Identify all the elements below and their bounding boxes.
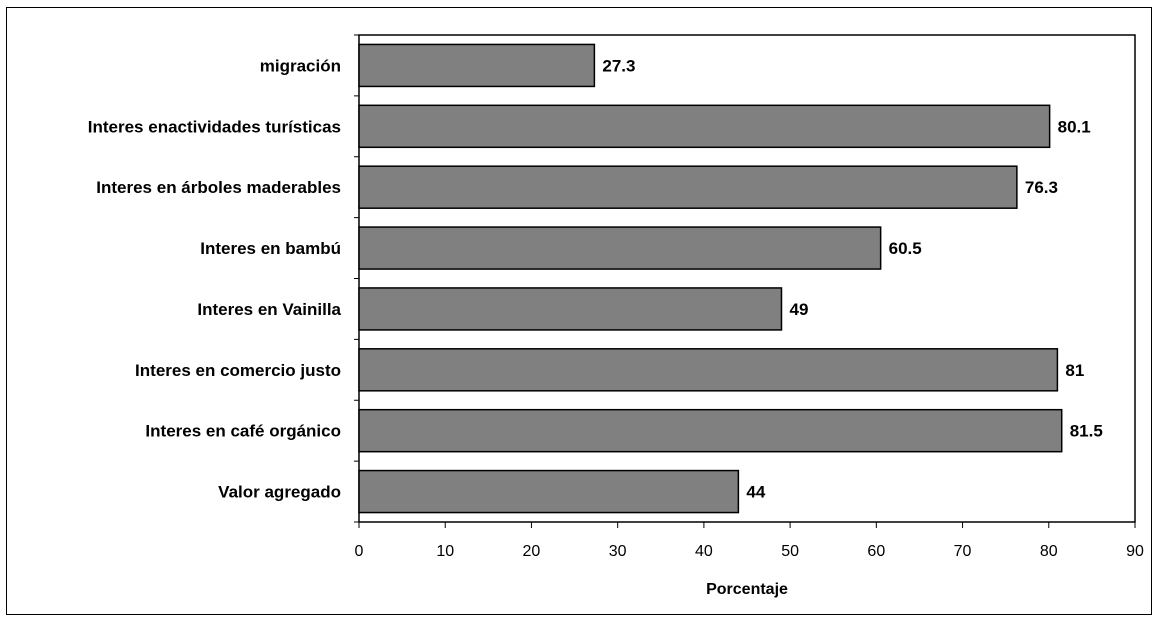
x-tick-label: 80 xyxy=(1040,543,1058,560)
category-label: migración xyxy=(260,56,341,75)
x-tick-label: 30 xyxy=(609,543,627,560)
bars xyxy=(358,43,1063,514)
bar xyxy=(358,104,1051,149)
category-label: Interes en árboles maderables xyxy=(96,178,341,197)
bar xyxy=(358,469,740,514)
value-label: 81 xyxy=(1065,361,1084,380)
category-label: Interes en comercio justo xyxy=(135,361,341,380)
value-label: 49 xyxy=(789,300,808,319)
category-label: Valor agregado xyxy=(218,483,341,502)
x-tick-label: 90 xyxy=(1126,543,1144,560)
x-tick-label: 60 xyxy=(867,543,885,560)
x-tick-label: 70 xyxy=(954,543,972,560)
x-tick-label: 20 xyxy=(523,543,541,560)
bar xyxy=(358,165,1018,209)
bar xyxy=(358,408,1063,453)
category-labels: migración Interes enactividades turística… xyxy=(88,56,342,501)
value-labels: 27.3 80.1 76.3 60.5 49 81 81.5 44 xyxy=(602,56,1102,501)
x-axis: 0 10 20 30 40 50 60 70 80 90 xyxy=(354,34,1144,560)
category-label: Interes en bambú xyxy=(200,239,341,258)
value-label: 27.3 xyxy=(602,56,635,75)
x-tick-label: 50 xyxy=(781,543,799,560)
x-tick-label: 0 xyxy=(355,543,364,560)
x-axis-title: Porcentaje xyxy=(706,581,788,598)
x-tick-label: 10 xyxy=(436,543,454,560)
x-tick-label: 40 xyxy=(695,543,713,560)
category-label: Interes enactividades turísticas xyxy=(88,117,341,136)
value-label: 60.5 xyxy=(889,239,922,258)
bar xyxy=(358,43,596,88)
category-label: Interes en Vainilla xyxy=(197,300,341,319)
bar xyxy=(358,226,882,270)
value-label: 44 xyxy=(746,483,765,502)
category-label: Interes en café orgánico xyxy=(145,422,341,441)
value-label: 76.3 xyxy=(1025,178,1058,197)
value-label: 80.1 xyxy=(1058,117,1091,136)
bar xyxy=(358,348,1059,392)
value-label: 81.5 xyxy=(1070,422,1103,441)
bar xyxy=(358,287,783,331)
